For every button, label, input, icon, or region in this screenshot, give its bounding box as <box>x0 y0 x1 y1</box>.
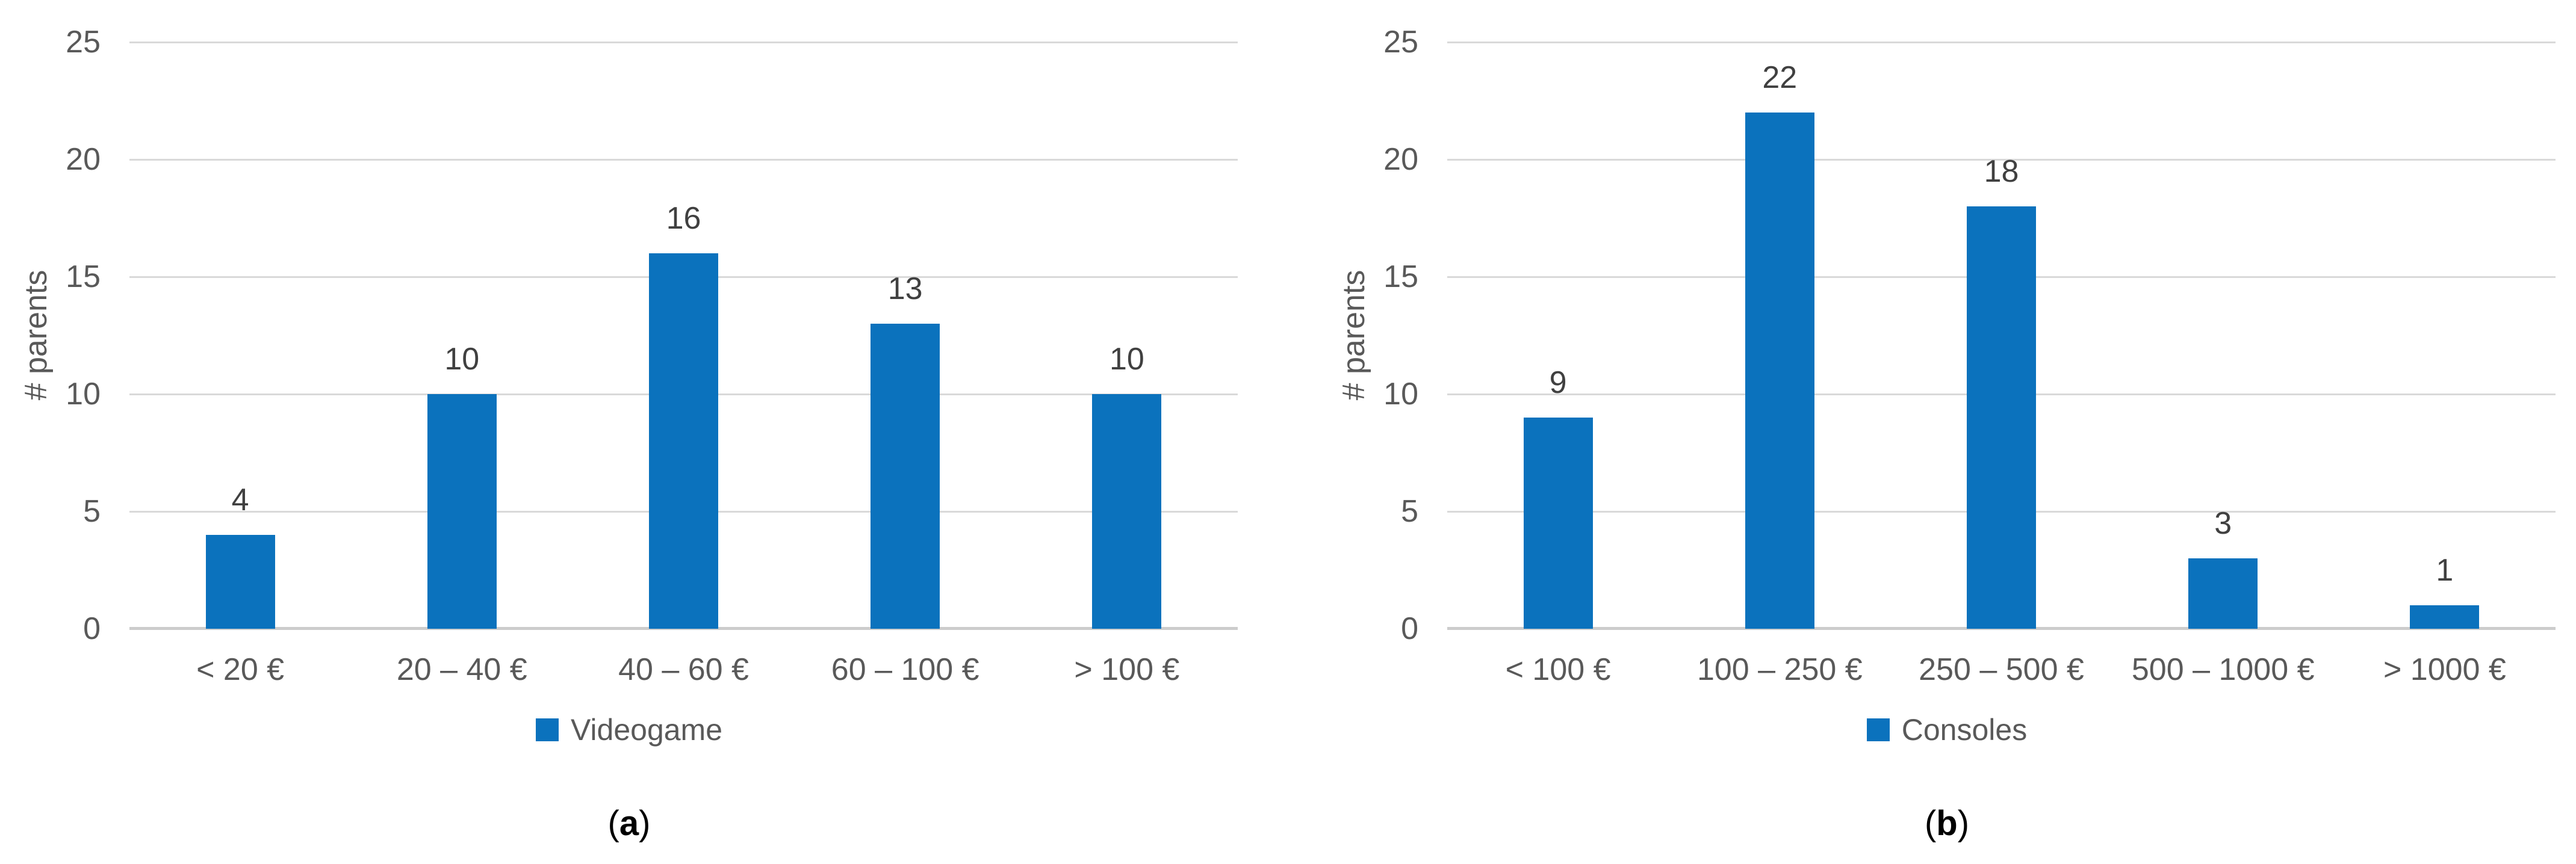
data-label: 10 <box>1109 342 1144 377</box>
x-tick-label: 60 – 100 € <box>831 652 979 687</box>
x-tick-label: > 100 € <box>1074 652 1180 687</box>
legend-label: Videogame <box>570 713 723 747</box>
plot-area-consoles: 0 5 10 15 20 25 9 < 100 € 22 100 – 250 € 18 250 – 5… <box>1383 26 2556 685</box>
y-tick-label: 25 <box>66 25 101 60</box>
bar <box>2188 558 2258 629</box>
y-tick-label: 15 <box>1383 259 1418 294</box>
legend-videogame: Videogame <box>0 715 1258 745</box>
y-tick-label: 15 <box>66 259 101 294</box>
bar <box>1967 206 2036 629</box>
legend-label: Consoles <box>1901 713 2028 747</box>
caption-paren-close: ) <box>1957 804 1970 843</box>
data-label: 9 <box>1549 365 1567 400</box>
bar <box>2410 605 2480 629</box>
bar <box>205 535 275 629</box>
bar <box>1523 418 1593 629</box>
data-label: 1 <box>2436 553 2454 588</box>
subfigure-caption-b: (b) <box>1318 806 2576 841</box>
plot-area-videogame: 0 5 10 15 20 25 4 < 20 € 10 20 – 40 € 16 40 – 60 € 1… <box>66 26 1238 685</box>
legend-swatch-icon <box>1866 718 1890 741</box>
x-tick-label: 20 – 40 € <box>396 652 527 687</box>
caption-paren-open: ( <box>1924 804 1937 843</box>
legend-swatch-icon <box>535 718 559 741</box>
data-label: 13 <box>887 271 923 306</box>
data-label: 18 <box>1984 154 2019 189</box>
bar <box>427 394 497 629</box>
subfigure-b: # parents 0 5 10 15 20 25 9 < 100 € 22 100 – 250 … <box>1318 0 2576 864</box>
gridline <box>129 41 1238 43</box>
bar <box>871 324 940 629</box>
bar <box>649 253 718 629</box>
y-tick-label: 0 <box>1401 611 1418 646</box>
x-tick-label: 40 – 60 € <box>618 652 749 687</box>
x-tick-label: 500 – 1000 € <box>2131 652 2315 687</box>
y-tick-label: 5 <box>1401 494 1418 529</box>
bar <box>1092 394 1162 629</box>
y-axis-title: # parents <box>19 270 54 401</box>
y-tick-label: 10 <box>1383 377 1418 412</box>
legend-consoles: Consoles <box>1318 715 2576 745</box>
y-tick-label: 10 <box>66 377 101 412</box>
x-tick-label: > 1000 € <box>2383 652 2506 687</box>
x-tick-label: < 100 € <box>1505 652 1611 687</box>
data-label: 3 <box>2214 506 2232 541</box>
data-label: 16 <box>666 201 701 236</box>
bar <box>1745 113 1814 629</box>
x-tick-label: 250 – 500 € <box>1919 652 2084 687</box>
caption-letter: b <box>1936 804 1958 843</box>
gridline <box>129 158 1238 161</box>
data-label: 4 <box>231 483 249 517</box>
y-tick-label: 0 <box>83 611 101 646</box>
subfigure-caption-a: (a) <box>0 806 1258 841</box>
y-tick-label: 5 <box>83 494 101 529</box>
caption-paren-close: ) <box>639 804 651 843</box>
x-tick-label: < 20 € <box>196 652 285 687</box>
data-label: 10 <box>444 342 480 377</box>
y-axis-title: # parents <box>1336 270 1371 401</box>
data-label: 22 <box>1762 60 1798 95</box>
caption-letter: a <box>619 804 639 843</box>
caption-paren-open: ( <box>607 804 619 843</box>
subfigure-a: # parents 0 5 10 15 20 25 4 < 20 € 10 20 – 40 € 16… <box>0 0 1258 864</box>
y-tick-label: 20 <box>1383 142 1418 177</box>
gridline <box>1447 41 2556 43</box>
gridline <box>1447 158 2556 161</box>
x-tick-label: 100 – 250 € <box>1696 652 1863 687</box>
y-tick-label: 25 <box>1383 25 1418 60</box>
y-tick-label: 20 <box>66 142 101 177</box>
